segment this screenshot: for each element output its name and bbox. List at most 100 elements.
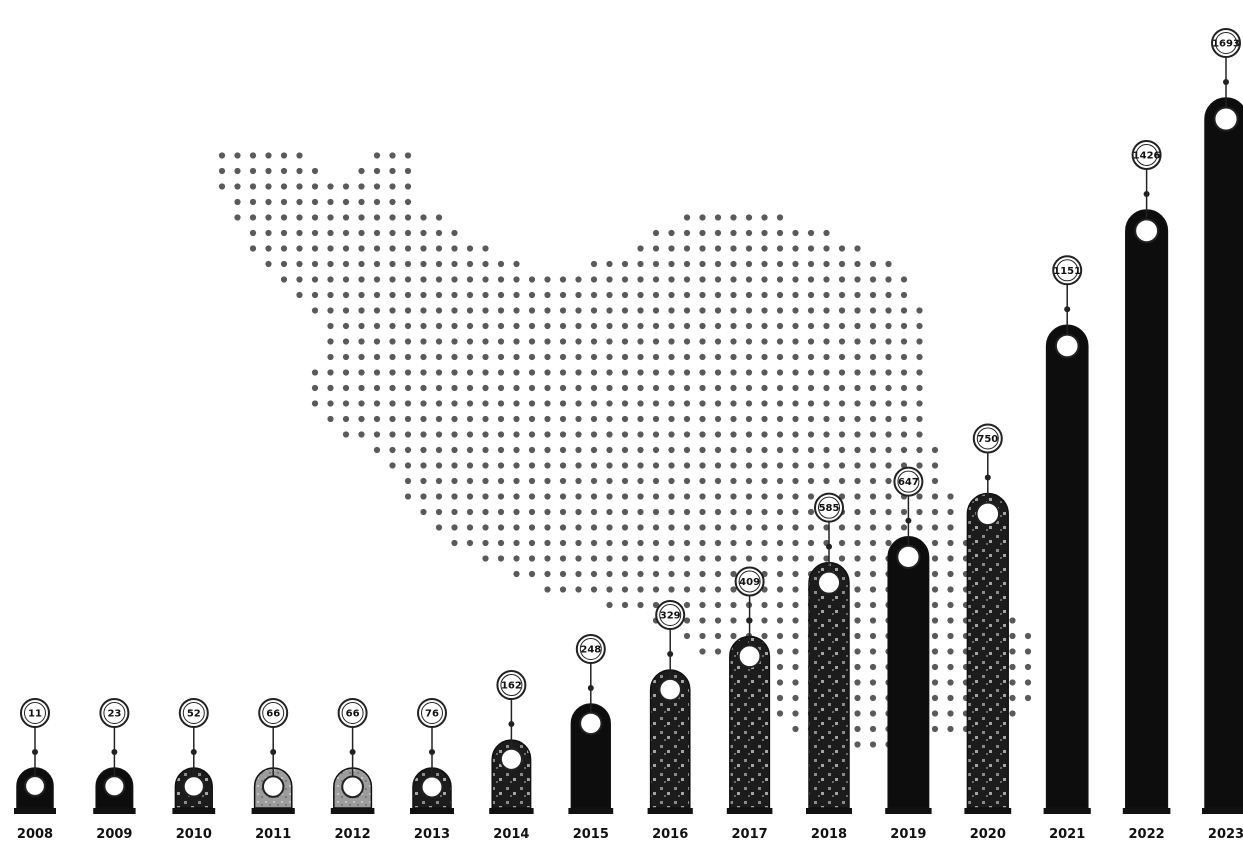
map-dot — [745, 493, 753, 500]
map-dot — [900, 384, 908, 392]
map-dot — [497, 353, 505, 361]
map-dot — [714, 353, 722, 361]
map-dot — [590, 260, 598, 268]
map-dot — [931, 462, 939, 469]
x-tick-label-2010: 2010 — [176, 827, 212, 842]
bar-base-2008 — [14, 808, 56, 814]
map-dot — [637, 555, 644, 562]
map-dot — [590, 508, 598, 516]
map-dot — [389, 152, 396, 159]
map-dot — [451, 322, 458, 330]
map-dot — [528, 307, 536, 314]
map-dot — [559, 291, 567, 299]
map-dot — [327, 307, 334, 314]
map-dot — [699, 214, 706, 221]
value-badge-2016 — [655, 600, 686, 631]
map-dot — [699, 477, 706, 485]
map-dot — [652, 260, 660, 268]
map-dot — [249, 167, 257, 175]
map-dot — [869, 601, 877, 609]
map-dot — [916, 493, 923, 500]
map-dot — [668, 322, 675, 330]
map-dot — [544, 508, 551, 516]
map-dot — [730, 462, 737, 469]
map-dot — [497, 508, 505, 516]
map-dot — [637, 508, 644, 516]
map-dot — [327, 384, 334, 392]
map-dot — [528, 353, 536, 361]
map-dot — [947, 617, 954, 624]
map-dot — [900, 400, 908, 407]
map-dot — [900, 307, 908, 314]
map-dot — [838, 260, 846, 268]
map-dot — [869, 477, 877, 485]
map-dot — [249, 152, 257, 159]
map-dot — [373, 431, 381, 438]
map-dot — [497, 400, 505, 407]
map-dot — [776, 648, 784, 655]
map-dot — [699, 229, 706, 237]
map-dot — [714, 400, 722, 407]
map-dot — [668, 245, 675, 252]
map-dot — [761, 539, 768, 547]
map-dot — [451, 524, 458, 531]
bar-group-2018: 585 — [806, 492, 852, 814]
bar-base-2015 — [568, 808, 614, 814]
map-dot — [947, 539, 954, 547]
map-dot — [373, 291, 381, 299]
map-dot — [420, 493, 427, 500]
map-dot — [575, 539, 582, 547]
value-badge-2011 — [258, 698, 289, 728]
map-dot — [668, 431, 675, 438]
map-dot — [637, 400, 644, 407]
map-dot — [559, 477, 567, 485]
map-dot — [714, 276, 722, 283]
map-dot — [792, 477, 799, 485]
x-tick-label-2014: 2014 — [493, 827, 529, 842]
map-dot — [606, 601, 613, 609]
map-dot — [1024, 663, 1032, 671]
map-dot — [404, 245, 412, 252]
map-dot — [761, 245, 768, 252]
map-dot — [683, 214, 691, 221]
x-tick-label-2019: 2019 — [890, 827, 926, 842]
map-dot — [234, 214, 241, 221]
map-dot — [544, 291, 551, 299]
map-dot — [466, 493, 474, 500]
map-dot — [482, 353, 489, 361]
map-dot — [947, 648, 954, 655]
map-dot — [776, 260, 784, 268]
map-dot — [838, 245, 846, 252]
map-dot — [590, 338, 598, 345]
map-dot — [327, 183, 334, 190]
map-dot — [606, 322, 613, 330]
connector-dot-2011 — [270, 749, 277, 755]
map-dot — [745, 524, 753, 531]
value-label-2016: 329 — [660, 611, 681, 622]
bar-top-marker-2014 — [499, 747, 523, 771]
map-dot — [606, 555, 613, 562]
map-dot — [544, 338, 551, 345]
map-dot — [528, 539, 536, 547]
map-dot — [823, 369, 830, 376]
map-dot — [838, 446, 846, 454]
map-dot — [761, 601, 768, 609]
x-tick-label-2021: 2021 — [1049, 827, 1085, 842]
map-dot — [606, 477, 613, 485]
map-dot — [807, 291, 815, 299]
map-dot — [792, 679, 799, 686]
map-dot — [311, 276, 319, 283]
map-dot — [869, 353, 877, 361]
map-dot — [854, 322, 861, 330]
bar-group-2015: 248 — [568, 633, 614, 814]
map-dot — [528, 415, 536, 423]
map-dot — [1009, 632, 1016, 640]
bar-base-2017 — [726, 808, 773, 814]
map-dot — [931, 555, 939, 562]
map-dot — [823, 260, 830, 268]
map-dot — [947, 524, 954, 531]
map-dot — [482, 415, 489, 423]
map-dot — [776, 338, 784, 345]
map-dot — [528, 555, 536, 562]
map-dot — [528, 570, 536, 578]
